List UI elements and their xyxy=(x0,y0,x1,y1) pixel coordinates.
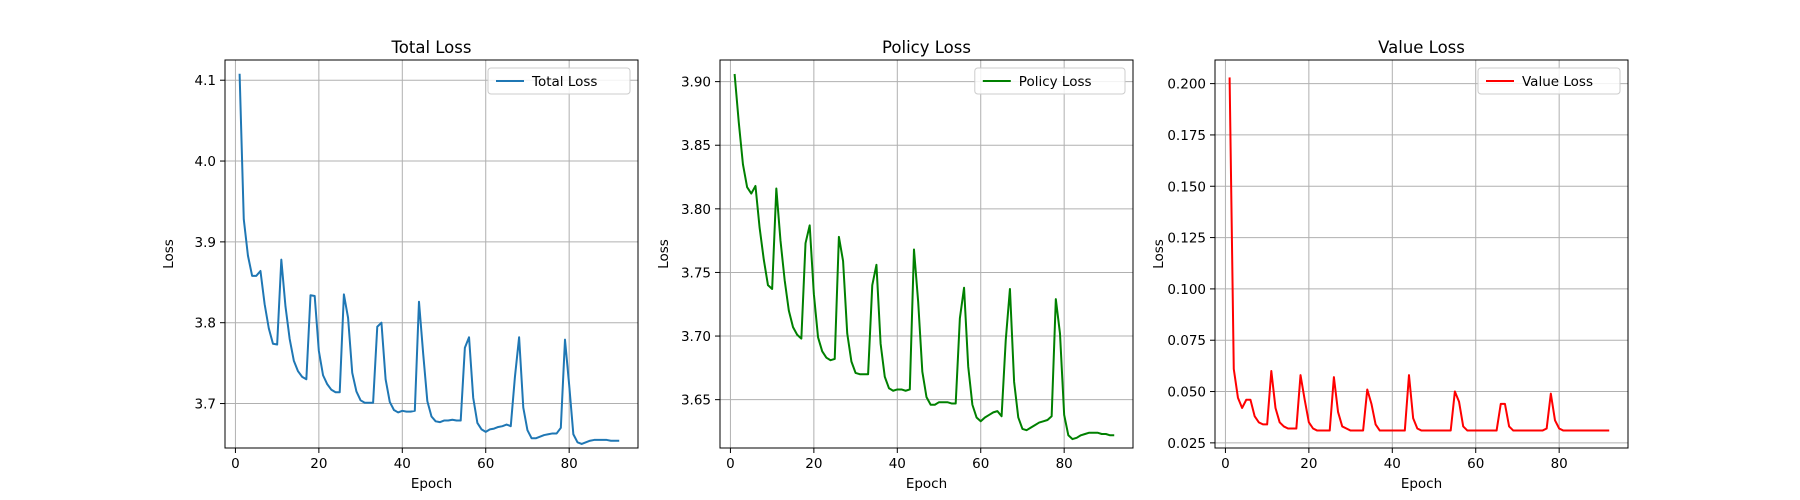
chart-title: Total Loss xyxy=(391,38,472,57)
axes-frame xyxy=(1214,59,1629,449)
chart-panel-2: 0 20 40 60 80 3.65 3.70 3.75 3.80 3.85 3.90 Policy … xyxy=(656,38,1134,492)
y-tick-label: 4.0 xyxy=(195,154,216,170)
y-tick-label: 3.85 xyxy=(681,138,711,154)
y-tick-label: 0.100 xyxy=(1167,282,1206,298)
y-axis-label: Loss xyxy=(656,239,672,269)
x-tick-label: 40 xyxy=(889,456,906,472)
chart-title: Value Loss xyxy=(1378,38,1465,57)
y-tick-label: 3.9 xyxy=(195,235,216,251)
y-tick-label: 3.70 xyxy=(681,329,711,345)
y-tick-label: 3.80 xyxy=(681,202,711,218)
panels: 0 20 40 60 80 3.7 3.8 3.9 4.0 4.1 Total Loss Epoch L… xyxy=(161,38,1629,492)
y-tick-label: 3.65 xyxy=(681,393,711,409)
y-tick-label: 0.050 xyxy=(1167,385,1206,401)
y-tick-label: 3.75 xyxy=(681,265,711,281)
y-tick-label: 0.150 xyxy=(1167,179,1206,195)
series-line xyxy=(1228,77,1610,432)
x-tick-label: 0 xyxy=(1221,456,1230,472)
y-tick-label: 3.90 xyxy=(681,75,711,91)
x-axis-label: Epoch xyxy=(1401,476,1442,492)
y-tick-label: 0.175 xyxy=(1167,128,1206,144)
x-tick-label: 60 xyxy=(1467,456,1484,472)
y-tick-label: 0.200 xyxy=(1167,77,1206,93)
x-axis-label: Epoch xyxy=(411,476,452,492)
x-tick-label: 0 xyxy=(231,456,240,472)
series-line xyxy=(238,73,620,445)
x-tick-label: 20 xyxy=(310,456,327,472)
chart-panel-3: 0 20 40 60 80 0.025 0.050 0.075 0.100 0.125 0.150 0… xyxy=(1151,38,1629,492)
legend: Value Loss xyxy=(1477,67,1621,95)
axes-frame xyxy=(719,59,1134,449)
x-tick-label: 80 xyxy=(1056,456,1073,472)
y-axis-label: Loss xyxy=(1151,239,1167,269)
x-tick-label: 0 xyxy=(726,456,735,472)
y-tick-label: 4.1 xyxy=(195,73,216,89)
axes-frame xyxy=(224,59,639,449)
y-tick-label: 3.8 xyxy=(195,316,216,332)
legend-label: Total Loss xyxy=(531,74,597,90)
legend: Total Loss xyxy=(487,67,631,95)
legend-label: Policy Loss xyxy=(1019,74,1092,90)
x-tick-label: 80 xyxy=(1551,456,1568,472)
x-tick-label: 40 xyxy=(1384,456,1401,472)
x-tick-label: 60 xyxy=(972,456,989,472)
y-tick-label: 0.125 xyxy=(1167,231,1206,247)
chart-panel-1: 0 20 40 60 80 3.7 3.8 3.9 4.0 4.1 Total Loss Epoch L… xyxy=(161,38,639,492)
y-tick-label: 0.025 xyxy=(1167,436,1206,452)
series-line xyxy=(733,73,1115,441)
legend-box xyxy=(974,67,1126,95)
chart-title: Policy Loss xyxy=(882,38,971,57)
legend-label: Value Loss xyxy=(1522,74,1593,90)
y-axis-label: Loss xyxy=(161,239,177,269)
x-tick-label: 40 xyxy=(394,456,411,472)
x-tick-label: 60 xyxy=(477,456,494,472)
y-tick-label: 0.075 xyxy=(1167,333,1206,349)
x-tick-label: 80 xyxy=(561,456,578,472)
legend-box xyxy=(1477,67,1621,95)
legend: Policy Loss xyxy=(974,67,1126,95)
x-tick-label: 20 xyxy=(805,456,822,472)
y-tick-label: 3.7 xyxy=(195,397,216,413)
x-axis-label: Epoch xyxy=(906,476,947,492)
legend-box xyxy=(487,67,631,95)
x-tick-label: 20 xyxy=(1300,456,1317,472)
